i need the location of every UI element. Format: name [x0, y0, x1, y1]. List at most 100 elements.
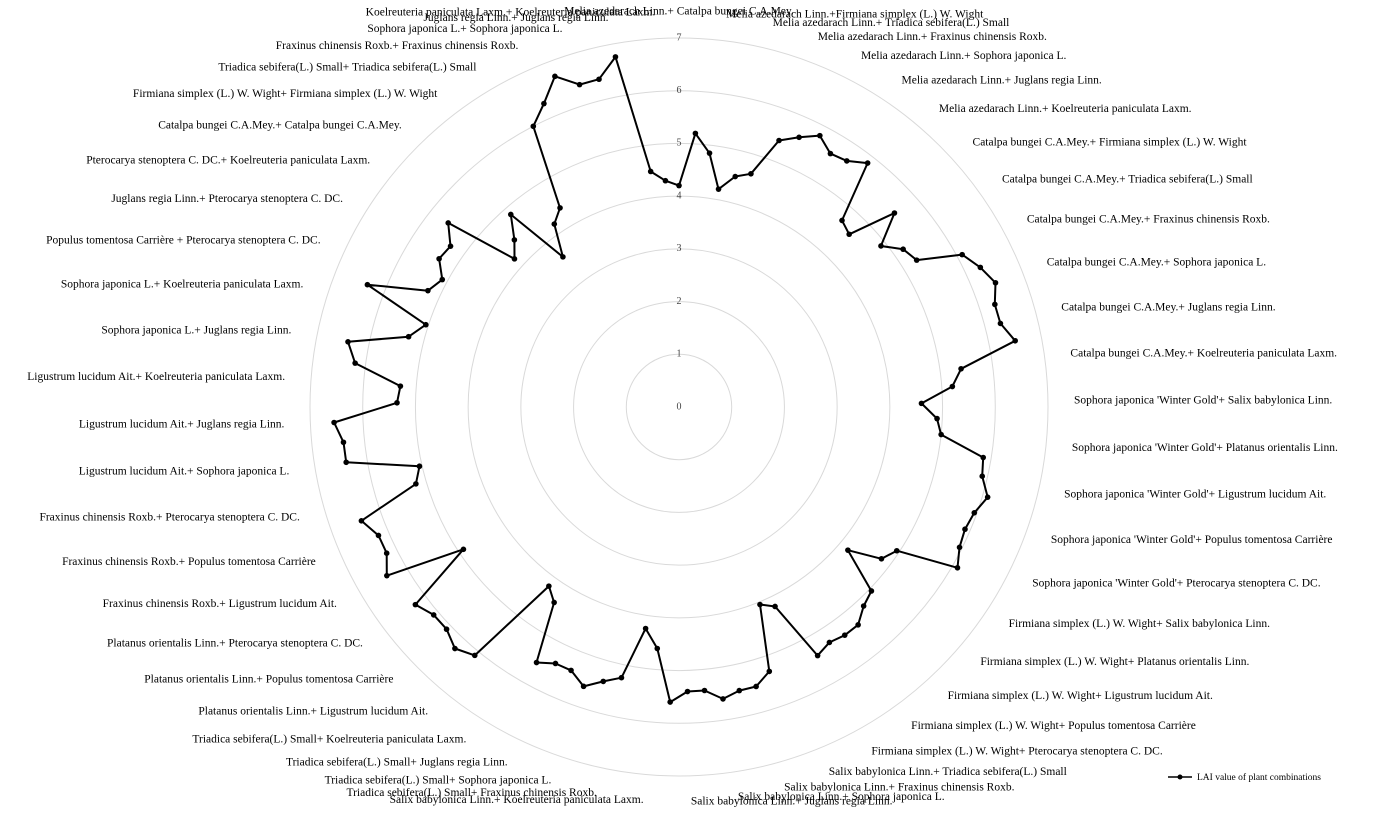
data-point [843, 158, 850, 164]
data-point [814, 652, 821, 659]
data-point [618, 674, 625, 681]
grid-ring [573, 301, 785, 513]
data-point [706, 150, 713, 156]
data-point [913, 257, 920, 263]
category-label: Triadica sebifera(L.) Small+ Juglans reg… [286, 757, 508, 769]
data-point [530, 123, 537, 130]
category-label: Triadica sebifera(L.) Small+ Sophora jap… [325, 774, 552, 786]
category-label: Melia azedarach Linn.+ Sophora japonica … [861, 50, 1067, 62]
category-label: Salix babylonica Linn.+ Triadica sebifer… [829, 766, 1067, 778]
category-label: Melia azedarach Linn.+ Koelreuteria pani… [939, 103, 1192, 115]
data-point [893, 547, 900, 554]
data-point [796, 134, 802, 141]
data-point [992, 301, 998, 308]
category-label: Populus tomentosa Carrière + Pterocarya … [46, 235, 321, 247]
data-point [642, 625, 649, 632]
data-point [511, 237, 518, 243]
data-point [962, 526, 968, 533]
category-label: Firmiana simplex (L.) W. Wight+ Salix ba… [1009, 618, 1270, 630]
r-tick-label: 4 [677, 190, 682, 201]
series-line [333, 55, 1017, 704]
category-label: Catalpa bungei C.A.Mey.+ Triadica sebife… [1002, 173, 1253, 185]
category-label: Firmiana simplex (L.) W. Wight+ Populus … [911, 720, 1196, 732]
category-label: Triadica sebifera(L.) Small+ Triadica se… [218, 62, 476, 74]
grid-ring [467, 195, 891, 619]
category-label: Juglans regia Linn.+ Juglans regia Linn. [423, 12, 608, 24]
data-point [878, 555, 885, 562]
data-point [684, 688, 691, 695]
grid-ring [414, 142, 944, 672]
data-point [352, 360, 358, 366]
data-point [364, 281, 371, 288]
data-point [971, 510, 978, 516]
category-label: Melia azedarach Linn.+ Triadica sebifera… [773, 17, 1010, 29]
data-point [841, 632, 848, 638]
data-point [460, 546, 467, 553]
data-point [560, 254, 566, 260]
category-label: Triadica sebifera(L.) Small+ Koelreuteri… [192, 734, 466, 746]
data-point [676, 182, 682, 189]
data-point [736, 687, 743, 694]
data-point [997, 320, 1004, 327]
data-point [826, 639, 833, 646]
data-point [343, 459, 349, 466]
data-point [715, 186, 722, 192]
data-point [507, 211, 514, 218]
r-tick-label: 1 [677, 349, 682, 360]
category-label: Melia azedarach Linn.+ Juglans regia Lin… [902, 74, 1102, 86]
data-point [701, 687, 708, 694]
data-point [992, 279, 999, 286]
data-point [753, 683, 759, 690]
data-point [443, 626, 450, 633]
category-label: Koelreuteria paniculata Laxm.+ Koelreute… [366, 6, 656, 18]
r-tick-label: 2 [677, 296, 682, 307]
data-point [412, 601, 419, 608]
data-point [984, 494, 991, 500]
data-point [860, 603, 867, 609]
category-label: Sophora japonica L.+ Koelreuteria panicu… [61, 279, 304, 291]
data-point [918, 400, 925, 407]
category-label: Triadica sebifera(L.) Small+ Fraxinus ch… [346, 787, 597, 799]
category-labels: Melia azedarach Linn.+ Catalpa bungei C.… [27, 6, 1338, 808]
r-tick-label: 3 [677, 243, 682, 254]
category-label: Melia azedarach Linn.+ Fraxinus chinensi… [818, 31, 1047, 43]
data-point [375, 532, 382, 539]
category-label: Ligustrum lucidum Ait.+ Sophora japonica… [79, 465, 290, 477]
data-point [949, 383, 956, 390]
data-point [471, 652, 478, 659]
legend: LAI value of plant combinations [1168, 772, 1321, 783]
data-point [647, 168, 654, 175]
category-label: Catalpa bungei C.A.Mey.+ Fraxinus chinen… [1027, 213, 1270, 225]
data-point [612, 54, 619, 60]
category-label: Sophora japonica 'Winter Gold'+ Populus … [1051, 534, 1333, 546]
data-point [413, 481, 419, 487]
data-point [772, 603, 778, 610]
data-point [576, 81, 583, 88]
category-label: Sophora japonica 'Winter Gold'+ Pterocar… [1032, 577, 1320, 589]
data-point [430, 612, 437, 618]
data-point [827, 150, 834, 157]
category-label: Sophora japonica 'Winter Gold'+ Ligustru… [1064, 489, 1326, 501]
legend-label: LAI value of plant combinations [1197, 772, 1321, 783]
data-point [934, 415, 940, 422]
data-point [958, 365, 964, 372]
data-point [878, 243, 884, 249]
data-point [557, 205, 563, 211]
grid: 0 1 2 3 4 5 6 7 [309, 32, 1049, 777]
data-point [900, 246, 906, 253]
category-label: Ligustrum lucidum Ait.+ Juglans regia Li… [79, 418, 285, 430]
data-point [551, 221, 558, 227]
data-point [345, 339, 351, 345]
data-point [959, 251, 965, 258]
category-label: Fraxinus chinensis Roxb.+ Ligustrum luci… [103, 598, 337, 610]
data-point [938, 431, 944, 438]
category-label: Firmiana simplex (L.) W. Wight+ Ligustru… [948, 690, 1213, 702]
grid-ring [362, 90, 996, 724]
r-tick-label: 6 [677, 85, 682, 96]
category-label: Firmiana simplex (L.) W. Wight+ Pterocar… [871, 746, 1162, 758]
data-point [855, 622, 861, 628]
data-point [868, 588, 875, 594]
data-point [533, 659, 540, 666]
data-point [425, 287, 431, 294]
